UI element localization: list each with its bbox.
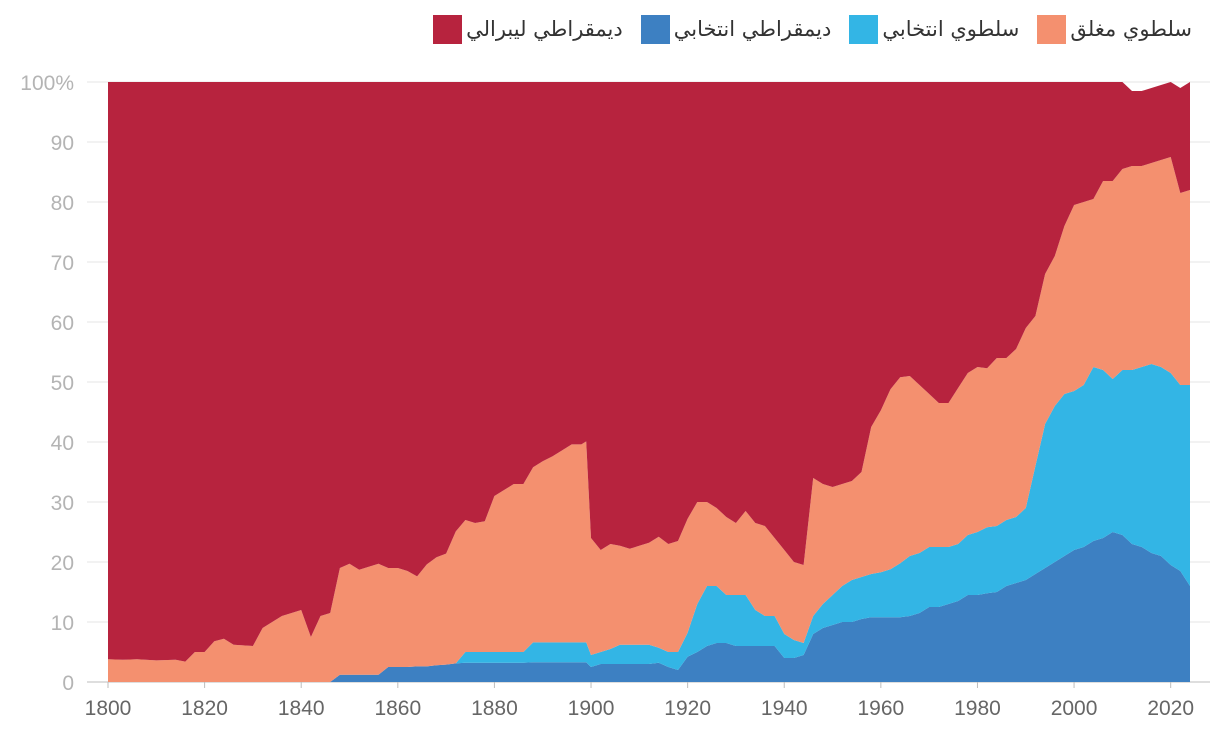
x-tick-label-1840: 1840 (278, 697, 325, 720)
axis-layer: 0 10 20 30 40 50 60 70 80 90 100% 1800 1820 1840 1860 1… (20, 72, 1194, 720)
x-tick-label-2000: 2000 (1051, 697, 1098, 720)
area-series-0 (108, 532, 1190, 682)
legend-item-liberal-democracy: ديمقراطي ليبرالي (433, 14, 623, 44)
x-tick-label-1800: 1800 (85, 697, 132, 720)
x-tick-label-1920: 1920 (664, 697, 711, 720)
x-tick-label-1960: 1960 (857, 697, 904, 720)
y-tick-label-40: 40 (51, 432, 74, 455)
x-tick-label-1820: 1820 (181, 697, 228, 720)
y-tick-label-70: 70 (51, 252, 74, 275)
legend-label-electoral-democracy: ديمقراطي انتخابي (673, 17, 832, 41)
legend-swatch-electoral-autocracy (849, 14, 879, 44)
x-tick-label-1980: 1980 (954, 697, 1001, 720)
y-tick-label-80: 80 (51, 192, 74, 215)
x-tick-label-2020: 2020 (1147, 697, 1194, 720)
legend-swatch-electoral-democracy (640, 14, 670, 44)
legend-item-electoral-democracy: ديمقراطي انتخابي (640, 14, 832, 44)
x-tick-label-1900: 1900 (568, 697, 615, 720)
legend-swatch-liberal-democracy (433, 14, 463, 44)
area-series-2 (108, 157, 1190, 682)
y-tick-label-50: 50 (51, 372, 74, 395)
legend: ديمقراطي ليبرالي ديمقراطي انتخابي سلطوي … (10, 12, 1210, 46)
y-tick-label-10: 10 (51, 612, 74, 635)
x-tick-label-1860: 1860 (374, 697, 421, 720)
area-series-1 (108, 364, 1190, 682)
legend-item-closed-autocracy: سلطوي مغلق (1037, 14, 1192, 44)
y-tick-label-20: 20 (51, 552, 74, 575)
legend-item-electoral-autocracy: سلطوي انتخابي (849, 14, 1020, 44)
y-tick-label-0: 0 (62, 672, 74, 695)
x-tick-label-1940: 1940 (761, 697, 808, 720)
legend-label-closed-autocracy: سلطوي مغلق (1070, 17, 1192, 41)
y-tick-label-100: 100% (20, 72, 74, 95)
x-tick-label-1880: 1880 (471, 697, 518, 720)
area-layer (108, 82, 1190, 682)
legend-swatch-closed-autocracy (1037, 14, 1067, 44)
y-tick-label-30: 30 (51, 492, 74, 515)
y-tick-label-90: 90 (51, 132, 74, 155)
legend-label-electoral-autocracy: سلطوي انتخابي (882, 17, 1020, 41)
y-tick-label-60: 60 (51, 312, 74, 335)
area-series-3 (108, 82, 1190, 662)
legend-label-liberal-democracy: ديمقراطي ليبرالي (466, 17, 623, 41)
